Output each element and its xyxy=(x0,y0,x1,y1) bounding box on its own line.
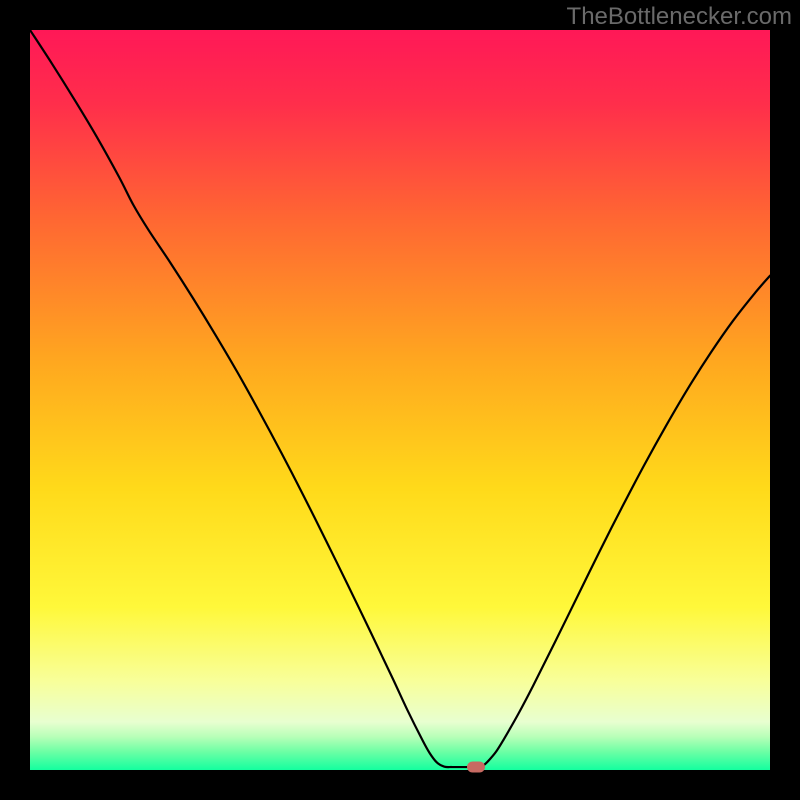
watermark-text: TheBottlenecker.com xyxy=(567,3,792,31)
optimum-marker xyxy=(467,762,485,773)
chart-container: TheBottlenecker.com xyxy=(0,0,800,800)
plot-area xyxy=(30,30,770,770)
